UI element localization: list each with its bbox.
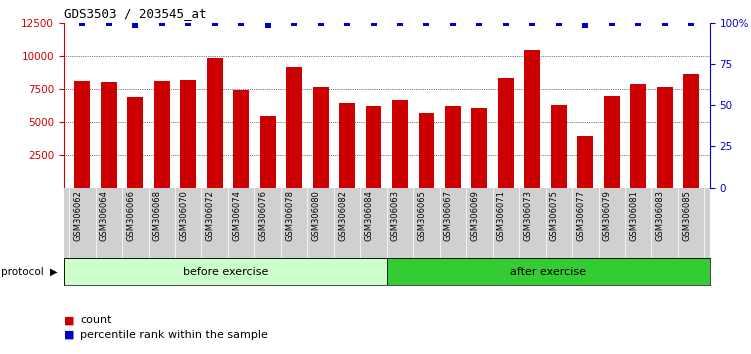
Point xyxy=(579,22,591,28)
Text: GSM306081: GSM306081 xyxy=(629,190,638,241)
Text: GSM306076: GSM306076 xyxy=(258,190,267,241)
Bar xyxy=(234,90,249,188)
Bar xyxy=(387,258,710,285)
Text: GSM306071: GSM306071 xyxy=(497,190,506,241)
Text: GSM306065: GSM306065 xyxy=(418,190,427,241)
Text: count: count xyxy=(80,315,112,325)
Text: protocol: protocol xyxy=(1,267,44,277)
Bar xyxy=(286,67,302,188)
Text: GSM306078: GSM306078 xyxy=(285,190,294,241)
Bar xyxy=(498,78,514,188)
Bar xyxy=(260,116,276,188)
Text: GDS3503 / 203545_at: GDS3503 / 203545_at xyxy=(64,7,207,21)
Text: GSM306064: GSM306064 xyxy=(100,190,109,241)
Bar xyxy=(472,108,487,188)
Text: after exercise: after exercise xyxy=(510,267,587,277)
Bar xyxy=(64,258,387,285)
Point xyxy=(553,20,565,26)
Bar xyxy=(339,103,355,188)
Text: GSM306079: GSM306079 xyxy=(603,190,612,241)
Point xyxy=(500,20,512,26)
Bar xyxy=(180,80,196,188)
Text: GSM306070: GSM306070 xyxy=(179,190,189,241)
Text: GSM306074: GSM306074 xyxy=(232,190,241,241)
Point xyxy=(473,20,485,26)
Bar xyxy=(74,81,90,188)
Text: GSM306084: GSM306084 xyxy=(364,190,373,241)
Text: ▶: ▶ xyxy=(50,267,57,277)
Bar xyxy=(604,96,620,188)
Bar xyxy=(418,113,434,188)
Point xyxy=(77,20,89,26)
Bar xyxy=(101,82,116,188)
Text: GSM306083: GSM306083 xyxy=(656,190,665,241)
Point xyxy=(367,20,379,26)
Text: GSM306072: GSM306072 xyxy=(206,190,215,241)
Point xyxy=(103,20,115,26)
Text: GSM306085: GSM306085 xyxy=(682,190,691,241)
Bar xyxy=(312,87,328,188)
Point xyxy=(685,20,697,26)
Bar xyxy=(551,105,567,188)
Bar xyxy=(578,136,593,188)
Point xyxy=(129,22,141,28)
Point xyxy=(315,20,327,26)
Text: GSM306077: GSM306077 xyxy=(576,190,585,241)
Text: GSM306073: GSM306073 xyxy=(523,190,532,241)
Point xyxy=(341,20,353,26)
Text: GSM306066: GSM306066 xyxy=(126,190,135,241)
Text: ■: ■ xyxy=(64,330,74,339)
Bar xyxy=(683,74,699,188)
Point xyxy=(632,20,644,26)
Bar xyxy=(524,50,540,188)
Text: GSM306067: GSM306067 xyxy=(444,190,453,241)
Bar xyxy=(366,106,382,188)
Text: GSM306075: GSM306075 xyxy=(550,190,559,241)
Text: GSM306062: GSM306062 xyxy=(74,190,83,241)
Point xyxy=(235,20,247,26)
Text: GSM306063: GSM306063 xyxy=(391,190,400,241)
Point xyxy=(155,20,167,26)
Bar xyxy=(128,97,143,188)
Point xyxy=(261,22,273,28)
Text: GSM306080: GSM306080 xyxy=(312,190,321,241)
Text: before exercise: before exercise xyxy=(182,267,268,277)
Text: GSM306069: GSM306069 xyxy=(470,190,479,241)
Bar xyxy=(207,58,222,188)
Point xyxy=(447,20,459,26)
Bar xyxy=(445,106,461,188)
Bar xyxy=(630,84,646,188)
Point xyxy=(209,20,221,26)
Bar xyxy=(392,100,408,188)
Bar xyxy=(657,87,673,188)
Text: GSM306082: GSM306082 xyxy=(338,190,347,241)
Text: percentile rank within the sample: percentile rank within the sample xyxy=(80,330,268,339)
Point xyxy=(288,20,300,26)
Bar xyxy=(154,81,170,188)
Point xyxy=(421,20,433,26)
Text: ■: ■ xyxy=(64,315,74,325)
Point xyxy=(659,20,671,26)
Point xyxy=(394,20,406,26)
Point xyxy=(182,20,195,26)
Point xyxy=(526,20,538,26)
Point xyxy=(606,20,618,26)
Text: GSM306068: GSM306068 xyxy=(152,190,161,241)
